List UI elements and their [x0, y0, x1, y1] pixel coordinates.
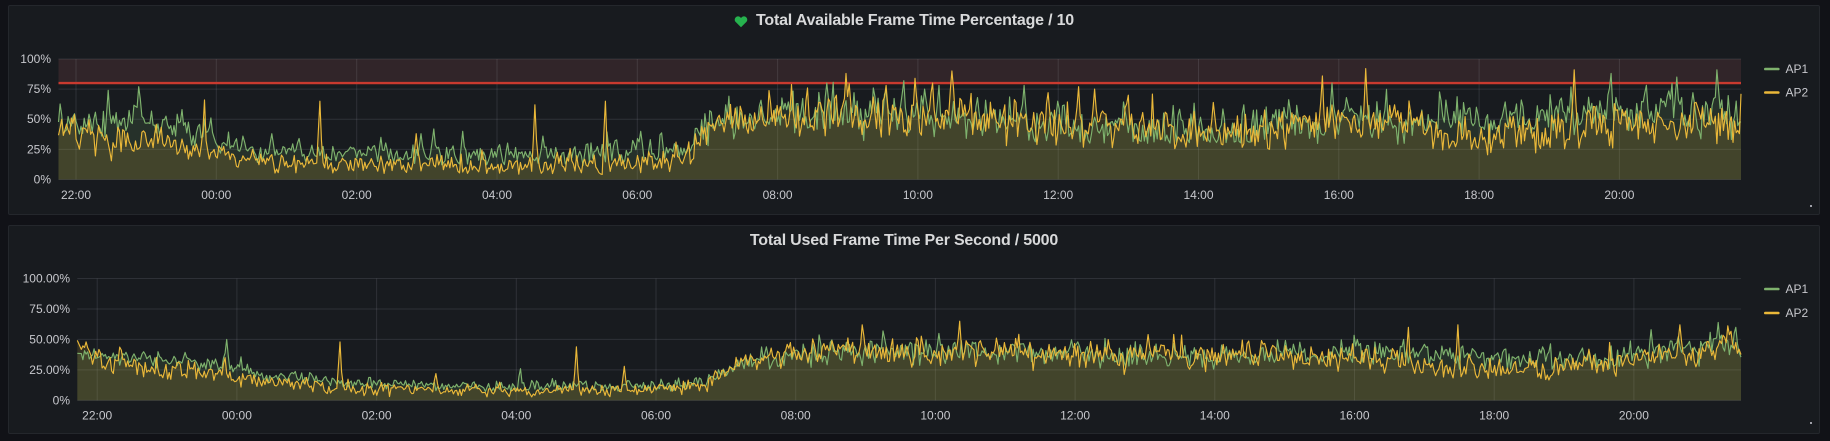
- svg-text:00:00: 00:00: [201, 188, 231, 202]
- svg-text:10:00: 10:00: [920, 409, 950, 423]
- svg-text:12:00: 12:00: [1043, 188, 1073, 202]
- svg-text:25%: 25%: [27, 142, 51, 156]
- svg-text:18:00: 18:00: [1479, 409, 1509, 423]
- svg-text:75.00%: 75.00%: [29, 302, 70, 316]
- svg-text:20:00: 20:00: [1604, 188, 1634, 202]
- svg-text:10:00: 10:00: [903, 188, 933, 202]
- svg-text:06:00: 06:00: [641, 409, 671, 423]
- svg-text:22:00: 22:00: [61, 188, 91, 202]
- svg-text:100.00%: 100.00%: [23, 272, 71, 286]
- svg-text:02:00: 02:00: [342, 188, 372, 202]
- svg-text:22:00: 22:00: [82, 409, 112, 423]
- svg-text:AP2: AP2: [1786, 306, 1809, 320]
- svg-text:00:00: 00:00: [222, 409, 252, 423]
- svg-text:12:00: 12:00: [1060, 409, 1090, 423]
- svg-text:04:00: 04:00: [501, 409, 531, 423]
- svg-text:08:00: 08:00: [781, 409, 811, 423]
- svg-text:02:00: 02:00: [362, 409, 392, 423]
- svg-text:25.00%: 25.00%: [29, 363, 70, 377]
- svg-text:100%: 100%: [20, 52, 51, 66]
- svg-text:06:00: 06:00: [622, 188, 652, 202]
- svg-text:0%: 0%: [53, 393, 71, 407]
- svg-text:16:00: 16:00: [1339, 409, 1369, 423]
- svg-text:50%: 50%: [27, 112, 51, 126]
- svg-text:50.00%: 50.00%: [29, 332, 70, 346]
- svg-text:AP2: AP2: [1786, 86, 1809, 100]
- svg-text:16:00: 16:00: [1324, 188, 1354, 202]
- svg-text:04:00: 04:00: [482, 188, 512, 202]
- svg-text:14:00: 14:00: [1200, 409, 1230, 423]
- svg-text:20:00: 20:00: [1619, 409, 1649, 423]
- svg-text:75%: 75%: [27, 82, 51, 96]
- svg-text:AP1: AP1: [1786, 62, 1809, 76]
- svg-text:AP1: AP1: [1786, 282, 1809, 296]
- svg-text:18:00: 18:00: [1464, 188, 1494, 202]
- svg-text:14:00: 14:00: [1183, 188, 1213, 202]
- svg-text:08:00: 08:00: [763, 188, 793, 202]
- svg-text:0%: 0%: [34, 173, 52, 187]
